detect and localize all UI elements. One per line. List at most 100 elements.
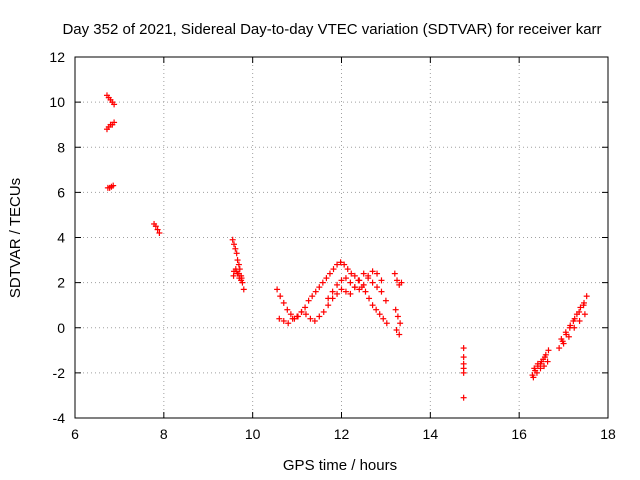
data-point <box>460 345 467 352</box>
data-point <box>537 365 544 372</box>
data-point <box>344 266 351 273</box>
data-point <box>541 354 548 361</box>
data-point <box>392 306 399 313</box>
data-point <box>229 236 236 243</box>
data-point <box>374 270 381 277</box>
data-point <box>320 308 327 315</box>
data-point <box>571 315 578 322</box>
data-point <box>356 277 363 284</box>
data-point <box>289 315 296 322</box>
x-tick-label: 12 <box>334 426 350 442</box>
axis-ticks: 6 8 10 12 14 16 18 -4 -2 0 2 4 6 8 10 12 <box>49 49 616 442</box>
data-point <box>541 363 548 370</box>
data-point <box>583 293 590 300</box>
data-point <box>152 223 159 230</box>
data-point <box>334 290 341 297</box>
y-tick-label: 6 <box>57 184 65 200</box>
data-point <box>287 311 294 318</box>
data-point <box>334 261 341 268</box>
data-point <box>334 281 341 288</box>
x-axis-label: GPS time / hours <box>283 457 397 474</box>
data-point <box>233 250 240 257</box>
data-point <box>234 257 241 264</box>
x-tick-label: 6 <box>71 426 79 442</box>
data-point <box>342 275 349 282</box>
data-point <box>545 347 552 354</box>
data-point <box>580 302 587 309</box>
data-point <box>556 345 563 352</box>
data-point <box>348 270 355 277</box>
data-point <box>383 320 390 327</box>
data-point <box>302 304 309 311</box>
data-point <box>338 286 345 293</box>
data-point <box>351 284 358 291</box>
data-point <box>280 317 287 324</box>
data-point <box>373 306 380 313</box>
data-point <box>394 277 401 284</box>
data-point <box>460 394 467 401</box>
x-tick-label: 14 <box>423 426 439 442</box>
data-point <box>235 270 242 277</box>
data-point <box>382 297 389 304</box>
data-point <box>319 279 326 286</box>
data-point <box>391 270 398 277</box>
data-point <box>396 331 403 338</box>
data-point <box>531 365 538 372</box>
y-tick-label: 8 <box>57 139 65 155</box>
x-tick-label: 18 <box>600 426 616 442</box>
data-point <box>342 288 349 295</box>
data-point <box>302 311 309 318</box>
data-point <box>544 358 551 365</box>
data-point <box>323 275 330 282</box>
y-tick-label: 10 <box>49 94 65 110</box>
data-point <box>460 354 467 361</box>
data-point <box>231 241 238 248</box>
data-point <box>533 369 540 376</box>
data-point <box>577 304 584 311</box>
data-point <box>374 284 381 291</box>
data-point <box>347 290 354 297</box>
data-point <box>110 182 117 189</box>
data-point <box>534 360 541 367</box>
data-point <box>378 288 385 295</box>
data-point <box>356 286 363 293</box>
data-point <box>560 340 567 347</box>
data-point <box>238 275 245 282</box>
data-point <box>369 279 376 286</box>
data-point <box>330 266 337 273</box>
data-point <box>326 270 333 277</box>
data-point <box>316 313 323 320</box>
data-point <box>240 286 247 293</box>
data-point <box>562 329 569 336</box>
data-point <box>397 320 404 327</box>
data-point <box>280 299 287 306</box>
x-tick-label: 16 <box>511 426 527 442</box>
x-tick-label: 8 <box>160 426 168 442</box>
data-point <box>309 293 316 300</box>
y-tick-label: 2 <box>57 275 65 291</box>
data-point <box>154 226 161 233</box>
data-point <box>558 336 565 343</box>
data-point <box>576 308 583 315</box>
y-tick-label: 12 <box>49 49 65 65</box>
y-tick-label: -2 <box>53 365 66 381</box>
data-point <box>285 320 292 327</box>
data-point <box>341 261 348 268</box>
data-point <box>111 101 118 108</box>
data-point <box>581 311 588 318</box>
data-point <box>230 272 237 279</box>
data-point <box>284 306 291 313</box>
data-point <box>232 245 239 252</box>
data-point <box>369 302 376 309</box>
data-point <box>366 295 373 302</box>
data-point <box>394 313 401 320</box>
data-points <box>103 92 590 401</box>
plot-frame <box>74 56 609 419</box>
data-point <box>567 322 574 329</box>
data-point <box>294 313 301 320</box>
data-point <box>276 315 283 322</box>
data-point <box>111 119 118 126</box>
data-point <box>571 324 578 331</box>
y-tick-label: 0 <box>57 320 65 336</box>
data-point <box>329 288 336 295</box>
